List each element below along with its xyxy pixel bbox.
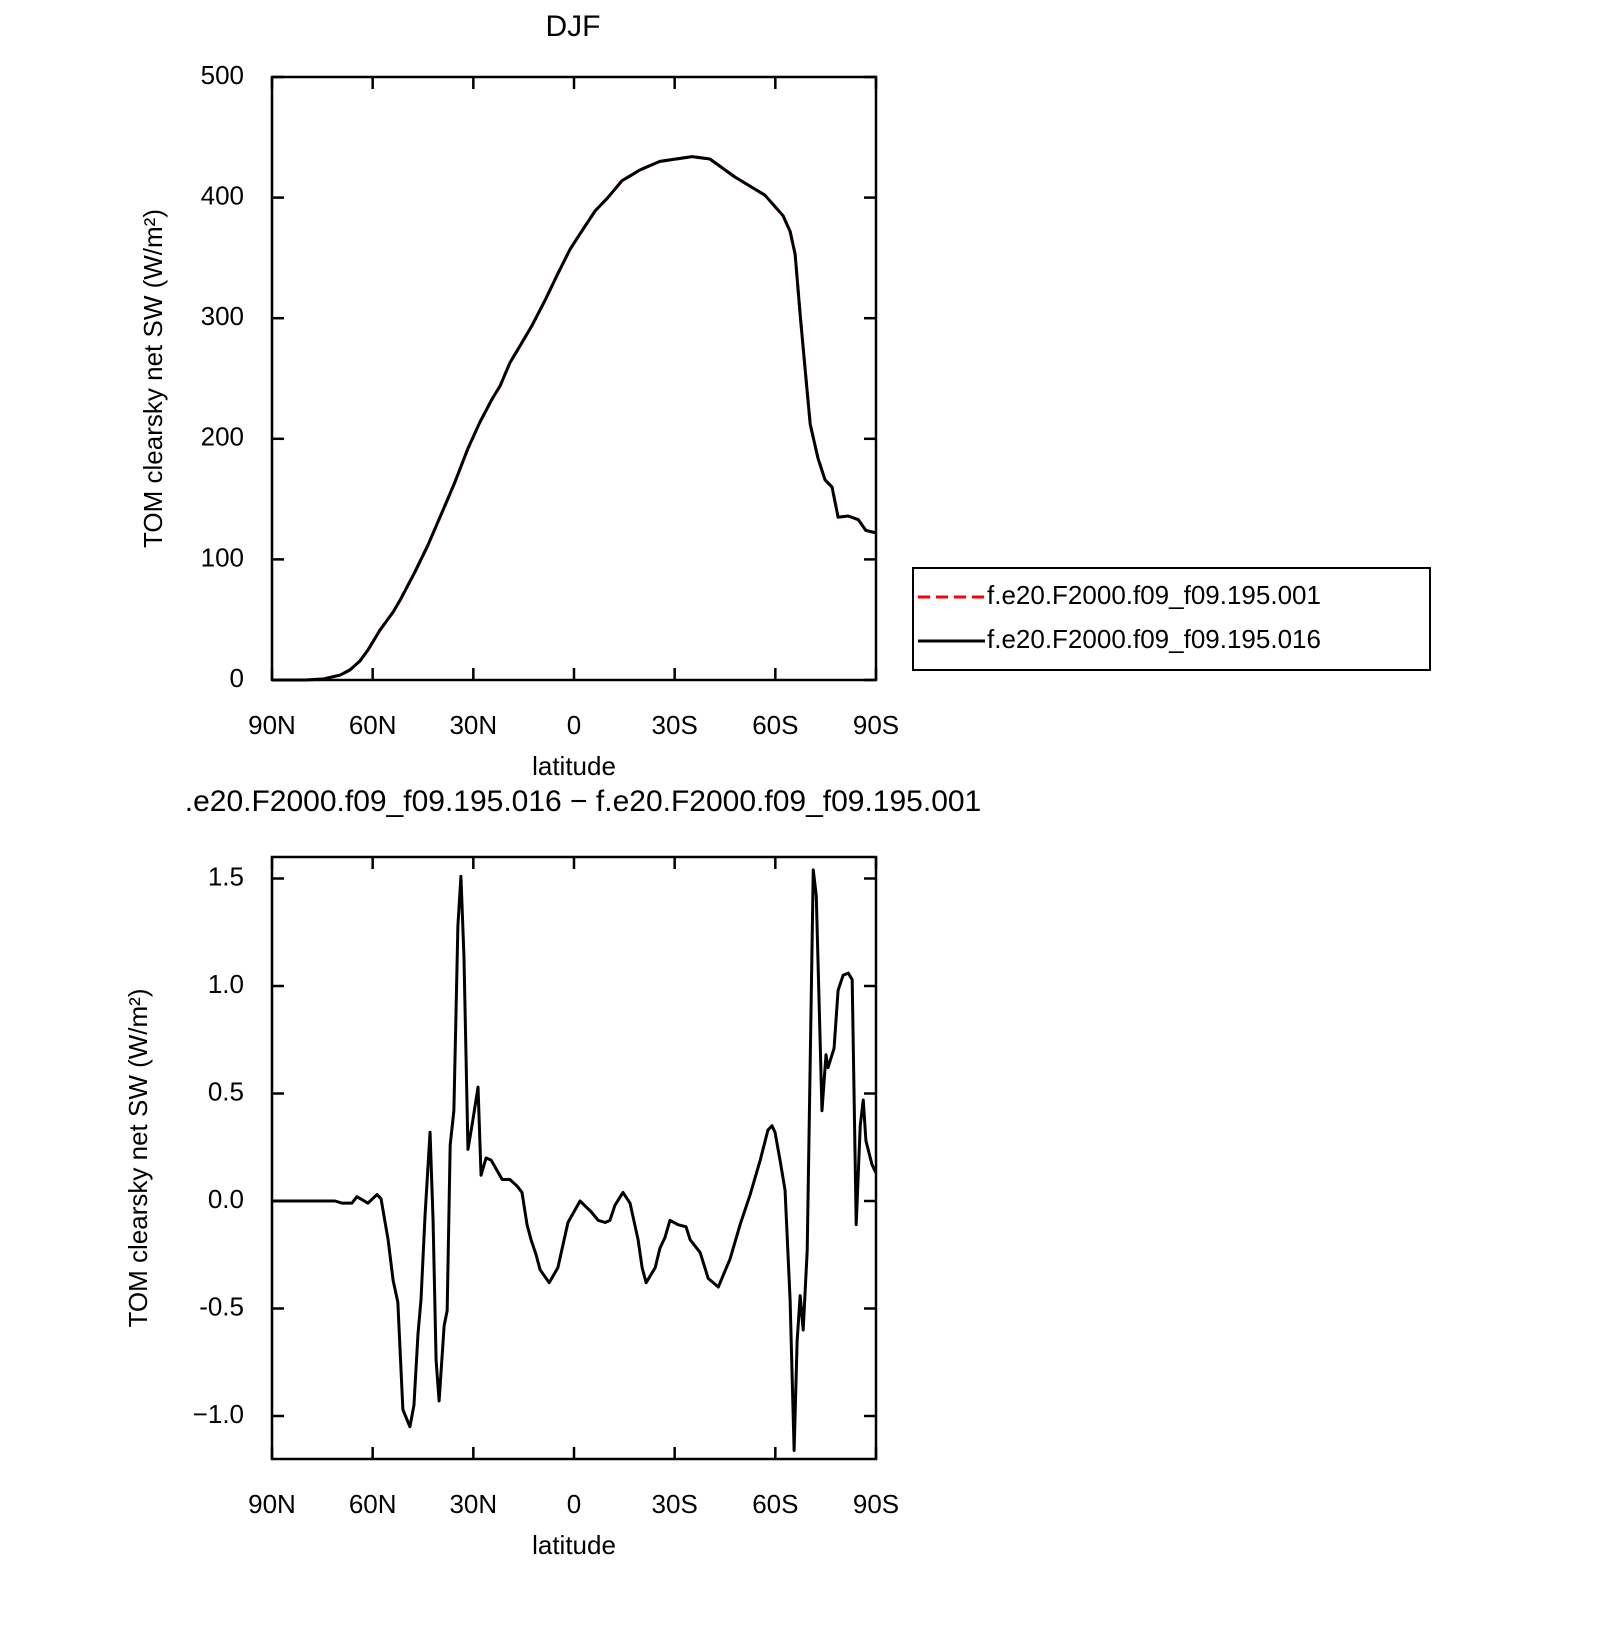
y-tick-label: 400	[201, 180, 244, 210]
legend-box	[912, 567, 1431, 671]
y-tick-label: 200	[201, 422, 244, 452]
y-tick-label: −1.0	[193, 1399, 244, 1429]
y-tick-label: 0.5	[208, 1076, 244, 1106]
x-axis-label: latitude	[532, 1530, 616, 1560]
x-tick-label: 90S	[853, 710, 899, 740]
y-tick-label: 1.0	[208, 969, 244, 999]
x-tick-label: 30S	[652, 710, 698, 740]
x-tick-label: 0	[567, 1489, 581, 1519]
chart-title: .e20.F2000.f09_f09.195.016 − f.e20.F2000…	[185, 785, 982, 818]
x-tick-label: 90N	[248, 710, 296, 740]
y-axis-label: TOM clearsky net SW (W/m²)	[123, 989, 153, 1328]
x-tick-label: 60S	[752, 1489, 798, 1519]
y-tick-label: 0.0	[208, 1184, 244, 1214]
y-tick-label: 500	[201, 60, 244, 90]
data-line	[272, 155, 877, 682]
y-tick-label: 300	[201, 301, 244, 331]
plot-frame	[270, 75, 878, 682]
x-tick-label: 60N	[349, 1489, 397, 1519]
data-line	[272, 155, 877, 682]
legend-label: f.e20.F2000.f09_f09.195.016	[987, 624, 1321, 654]
x-tick-label: 90N	[248, 1489, 296, 1519]
x-tick-label: 30N	[449, 1489, 497, 1519]
x-tick-label: 30N	[449, 710, 497, 740]
y-tick-label: 100	[201, 542, 244, 572]
legend-label: f.e20.F2000.f09_f09.195.001	[987, 580, 1321, 610]
chart-title: DJF	[546, 10, 601, 43]
x-tick-label: 30S	[652, 1489, 698, 1519]
y-tick-label: -0.5	[199, 1291, 244, 1321]
x-tick-label: 90S	[853, 1489, 899, 1519]
plot-frame	[270, 855, 878, 1461]
data-line	[272, 868, 878, 1452]
x-tick-label: 60N	[349, 710, 397, 740]
x-axis-label: latitude	[532, 751, 616, 781]
x-tick-label: 60S	[752, 710, 798, 740]
y-axis-label: TOM clearsky net SW (W/m²)	[138, 209, 168, 548]
y-tick-label: 0	[230, 663, 244, 693]
x-tick-label: 0	[567, 710, 581, 740]
y-tick-label: 1.5	[208, 861, 244, 891]
